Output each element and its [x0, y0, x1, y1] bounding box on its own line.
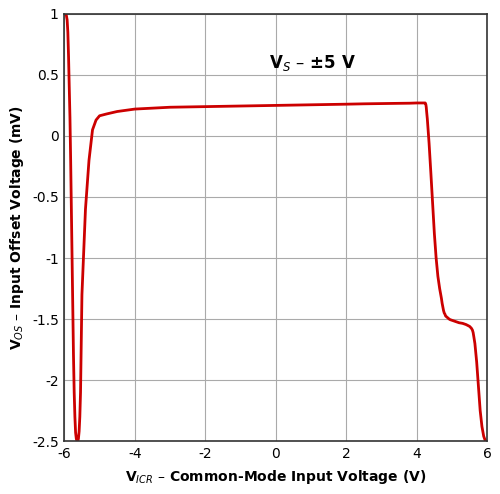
Y-axis label: V$_{OS}$ – Input Offset Voltage (mV): V$_{OS}$ – Input Offset Voltage (mV) — [8, 105, 26, 350]
X-axis label: V$_{ICR}$ – Common-Mode Input Voltage (V): V$_{ICR}$ – Common-Mode Input Voltage (V… — [125, 468, 426, 486]
Text: V$_S$ – ±5 V: V$_S$ – ±5 V — [268, 53, 356, 73]
